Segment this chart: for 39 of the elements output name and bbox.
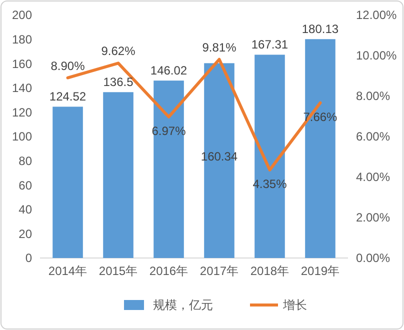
- y-tick-label: 0: [25, 251, 32, 266]
- y-tick-label: 200: [12, 8, 32, 22]
- y2-tick-label: 12.00%: [356, 8, 398, 22]
- data-label: 136.5: [103, 75, 134, 90]
- y2-tick-label: 4.00%: [356, 170, 390, 184]
- data-label: 8.90%: [50, 58, 86, 73]
- y-tick-label: 180: [12, 32, 32, 46]
- x-tick-label: 2015年: [98, 264, 138, 278]
- bar: [305, 39, 336, 258]
- y-tick-label: 160: [12, 56, 32, 71]
- data-label: 146.02: [150, 64, 188, 78]
- x-tick-label: 2016年: [149, 264, 188, 278]
- y2-tick-label: 10.00%: [356, 48, 398, 63]
- y2-tick-label: 0.00%: [356, 251, 390, 266]
- data-label: 124.52: [49, 90, 86, 104]
- x-tick-label: 2019年: [300, 264, 340, 278]
- data-label: 180.13: [302, 22, 339, 36]
- y2-tick-label: 2.00%: [356, 210, 390, 225]
- y-tick-label: 80: [18, 154, 32, 168]
- data-label: 9.62%: [101, 44, 136, 58]
- y-tick-label: 140: [12, 81, 32, 96]
- y-tick-label: 100: [12, 130, 32, 144]
- y-tick-label: 120: [12, 105, 32, 120]
- y2-tick-label: 6.00%: [356, 130, 390, 144]
- x-tick-label: 2017年: [200, 264, 239, 278]
- bar: [254, 54, 285, 258]
- y-tick-label: 60: [18, 178, 32, 192]
- data-label: 167.31: [251, 38, 288, 52]
- legend-label: 规模，亿元: [153, 298, 213, 312]
- bar: [52, 106, 83, 258]
- legend-label: 增长: [282, 298, 307, 312]
- bar: [103, 92, 134, 258]
- x-tick-label: 2014年: [48, 264, 88, 278]
- y-tick-label: 40: [18, 202, 32, 217]
- y2-tick-label: 8.00%: [356, 89, 390, 104]
- y-tick-label: 20: [18, 226, 32, 241]
- x-tick-label: 2018年: [250, 264, 290, 278]
- data-label: 9.81%: [202, 40, 237, 54]
- bar: [154, 80, 184, 258]
